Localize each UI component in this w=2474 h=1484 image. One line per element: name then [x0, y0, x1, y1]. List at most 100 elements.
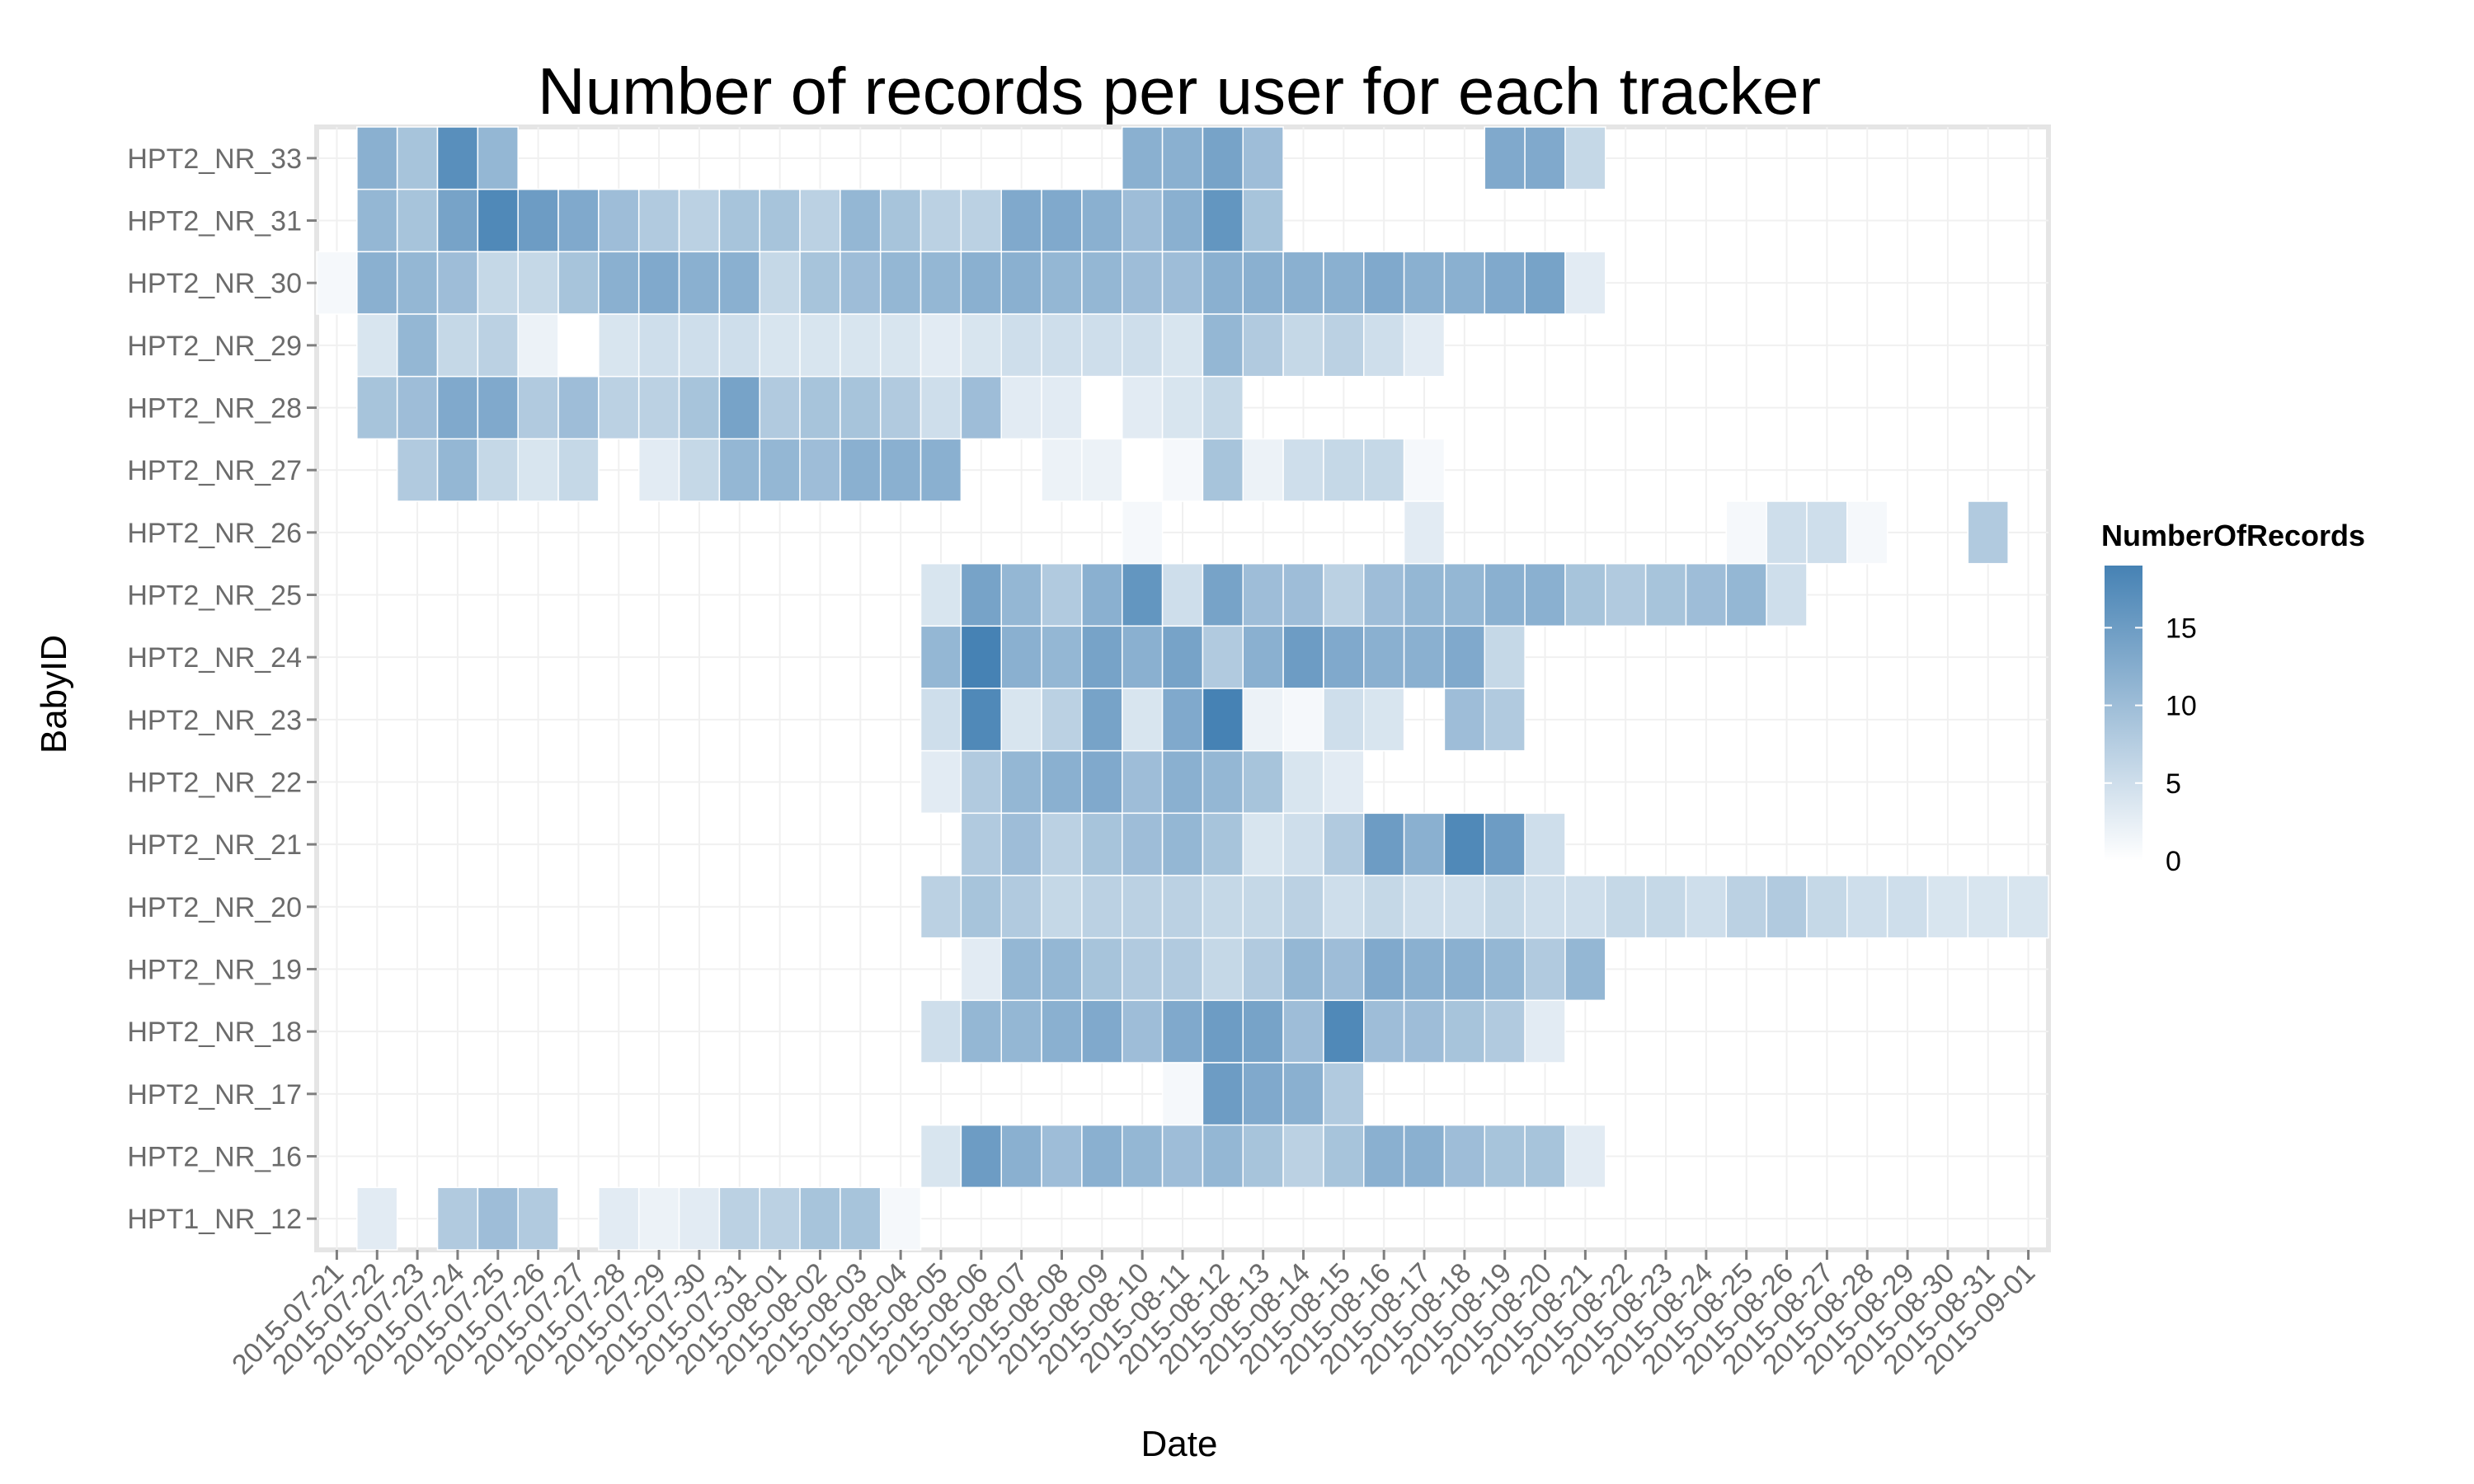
heatmap-cell: [1967, 875, 2009, 939]
heatmap-cell: [557, 188, 600, 253]
heatmap-cell: [879, 251, 922, 315]
heatmap-cell: [920, 688, 962, 752]
heatmap-cell: [960, 313, 1002, 378]
heatmap-cell: [759, 375, 801, 440]
heatmap-cell: [1363, 688, 1405, 752]
heatmap-cell: [1121, 1124, 1164, 1189]
heatmap-cell: [517, 375, 559, 440]
heatmap-cell: [1121, 375, 1164, 440]
heatmap-cell: [1081, 313, 1123, 378]
heatmap-cell: [1081, 188, 1123, 253]
heatmap-cell: [1564, 875, 1606, 939]
heatmap-cell: [1161, 625, 1204, 689]
heatmap-cell: [718, 375, 760, 440]
heatmap-cell: [920, 313, 962, 378]
heatmap-cell: [1242, 188, 1284, 253]
heatmap-cell: [960, 562, 1002, 627]
heatmap-cell: [1202, 999, 1244, 1064]
heatmap-cell: [1121, 438, 1164, 502]
heatmap-cell: [1161, 375, 1204, 440]
heatmap-cell: [598, 313, 640, 378]
heatmap-cell: [1000, 251, 1042, 315]
heatmap-cell: [1484, 937, 1526, 1002]
heatmap-cell: [1242, 749, 1284, 815]
heatmap-cell: [1484, 562, 1526, 627]
heatmap-cell: [477, 1186, 519, 1251]
heatmap-cell: [1121, 126, 1164, 190]
heatmap-cell: [1242, 999, 1284, 1064]
heatmap-cell: [1443, 812, 1486, 876]
y-tick-label: HPT2_NR_19: [127, 955, 302, 986]
heatmap-cells: [316, 126, 2049, 1251]
heatmap-cell: [1403, 500, 1446, 565]
y-tick-label: HPT2_NR_20: [127, 892, 302, 923]
heatmap-cell: [1605, 562, 1647, 627]
heatmap-cell: [1041, 999, 1083, 1064]
heatmap-cell: [1202, 562, 1244, 627]
heatmap-cell: [799, 313, 841, 378]
heatmap-cell: [1323, 438, 1365, 502]
y-tick-label: HPT2_NR_23: [127, 705, 302, 736]
heatmap-cell: [557, 313, 600, 378]
heatmap-cell: [1041, 875, 1083, 939]
heatmap-cell: [879, 438, 922, 502]
heatmap-cell: [1403, 812, 1446, 876]
heatmap-cell: [1363, 999, 1405, 1064]
heatmap-cell: [1323, 999, 1365, 1064]
heatmap-cell: [1363, 937, 1405, 1002]
heatmap-cell: [718, 188, 760, 253]
heatmap-cell: [637, 251, 680, 315]
heatmap-cell: [1846, 500, 1888, 565]
heatmap-cell: [1121, 625, 1164, 689]
heatmap-cell: [1484, 999, 1526, 1064]
heatmap-cell: [316, 251, 358, 315]
heatmap-cell: [1081, 1124, 1123, 1189]
heatmap-cell: [1323, 625, 1365, 689]
heatmap-cell: [1443, 999, 1486, 1064]
heatmap-cell: [960, 999, 1002, 1064]
heatmap-cell: [1323, 313, 1365, 378]
heatmap-cell: [1041, 1124, 1083, 1189]
heatmap-cell: [1242, 438, 1284, 502]
heatmap-cell: [1202, 875, 1244, 939]
heatmap-cell: [1081, 375, 1123, 440]
y-tick-label: HPT2_NR_28: [127, 393, 302, 425]
heatmap-cell: [799, 251, 841, 315]
heatmap-cell: [1363, 313, 1405, 378]
heatmap-cell: [1403, 313, 1446, 378]
y-tick-label: HPT2_NR_31: [127, 206, 302, 237]
heatmap-cell: [1403, 251, 1446, 315]
heatmap-cell: [1564, 251, 1606, 315]
heatmap-cell: [1121, 688, 1164, 752]
heatmap-cell: [1041, 937, 1083, 1002]
heatmap-cell: [960, 251, 1002, 315]
heatmap-cell: [1202, 688, 1244, 752]
y-tick-label: HPT1_NR_12: [127, 1204, 302, 1235]
heatmap-cell: [1041, 313, 1083, 378]
legend-tick-label: 15: [2166, 613, 2197, 644]
legend-colorbar: [2105, 566, 2142, 861]
heatmap-cell: [799, 188, 841, 253]
heatmap-cell: [1000, 188, 1042, 253]
heatmap-cell: [1242, 812, 1284, 876]
heatmap-cell: [1202, 749, 1244, 815]
heatmap-cell: [517, 188, 559, 253]
y-tick-label: HPT2_NR_25: [127, 580, 302, 612]
heatmap-cell: [840, 251, 882, 315]
heatmap-cell: [718, 313, 760, 378]
heatmap-cell: [1363, 1124, 1405, 1189]
heatmap-cell: [960, 188, 1002, 253]
heatmap-cell: [1081, 749, 1123, 815]
heatmap-cell: [1323, 1062, 1365, 1126]
heatmap-cell: [1242, 126, 1284, 190]
heatmap-cell: [678, 313, 721, 378]
heatmap-cell: [799, 375, 841, 440]
heatmap-cell: [1081, 251, 1123, 315]
heatmap-cell: [1161, 1062, 1204, 1126]
heatmap-cell: [517, 251, 559, 315]
x-axis-title: Date: [1141, 1424, 1218, 1464]
heatmap-cell: [1644, 562, 1687, 627]
heatmap-cell: [1161, 937, 1204, 1002]
legend-title: NumberOfRecords: [2101, 519, 2365, 552]
heatmap-cell: [1202, 1062, 1244, 1126]
